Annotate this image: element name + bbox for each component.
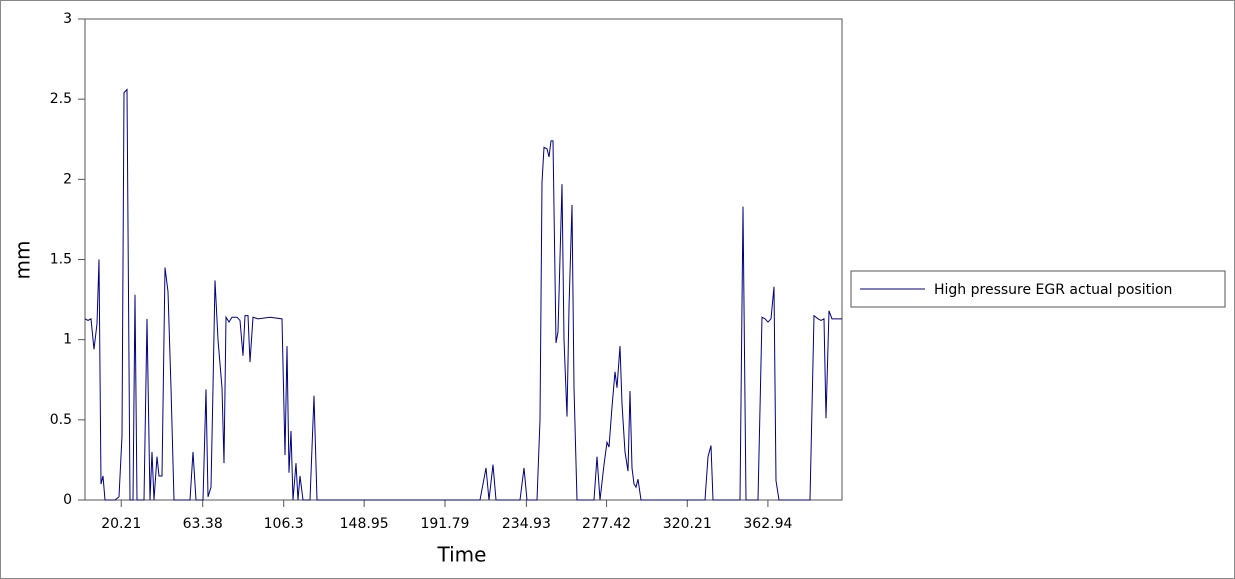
x-tick-label: 362.94 xyxy=(743,516,792,532)
legend-label: High pressure EGR actual position xyxy=(934,282,1172,298)
x-tick-label: 63.38 xyxy=(183,516,223,532)
x-tick-label: 191.79 xyxy=(420,516,469,532)
x-tick-label: 20.21 xyxy=(101,516,141,532)
data-line xyxy=(84,88,842,501)
x-tick-label: 234.93 xyxy=(502,516,551,532)
y-tick-label: 1 xyxy=(63,332,72,348)
y-tick-label: 2.5 xyxy=(50,91,72,107)
x-tick-label: 277.42 xyxy=(582,516,631,532)
y-tick-label: 2 xyxy=(63,171,72,187)
x-tick-label: 106.3 xyxy=(264,516,304,532)
x-axis-title: Time xyxy=(437,543,487,567)
x-tick-label: 148.95 xyxy=(340,516,389,532)
y-tick-label: 1.5 xyxy=(50,252,72,268)
y-tick-label: 0.5 xyxy=(50,412,72,428)
y-axis-title: mm xyxy=(11,241,35,280)
x-tick-label: 320.21 xyxy=(663,516,712,532)
y-tick-label: 0 xyxy=(63,492,72,508)
y-tick-label: 3 xyxy=(63,11,72,27)
